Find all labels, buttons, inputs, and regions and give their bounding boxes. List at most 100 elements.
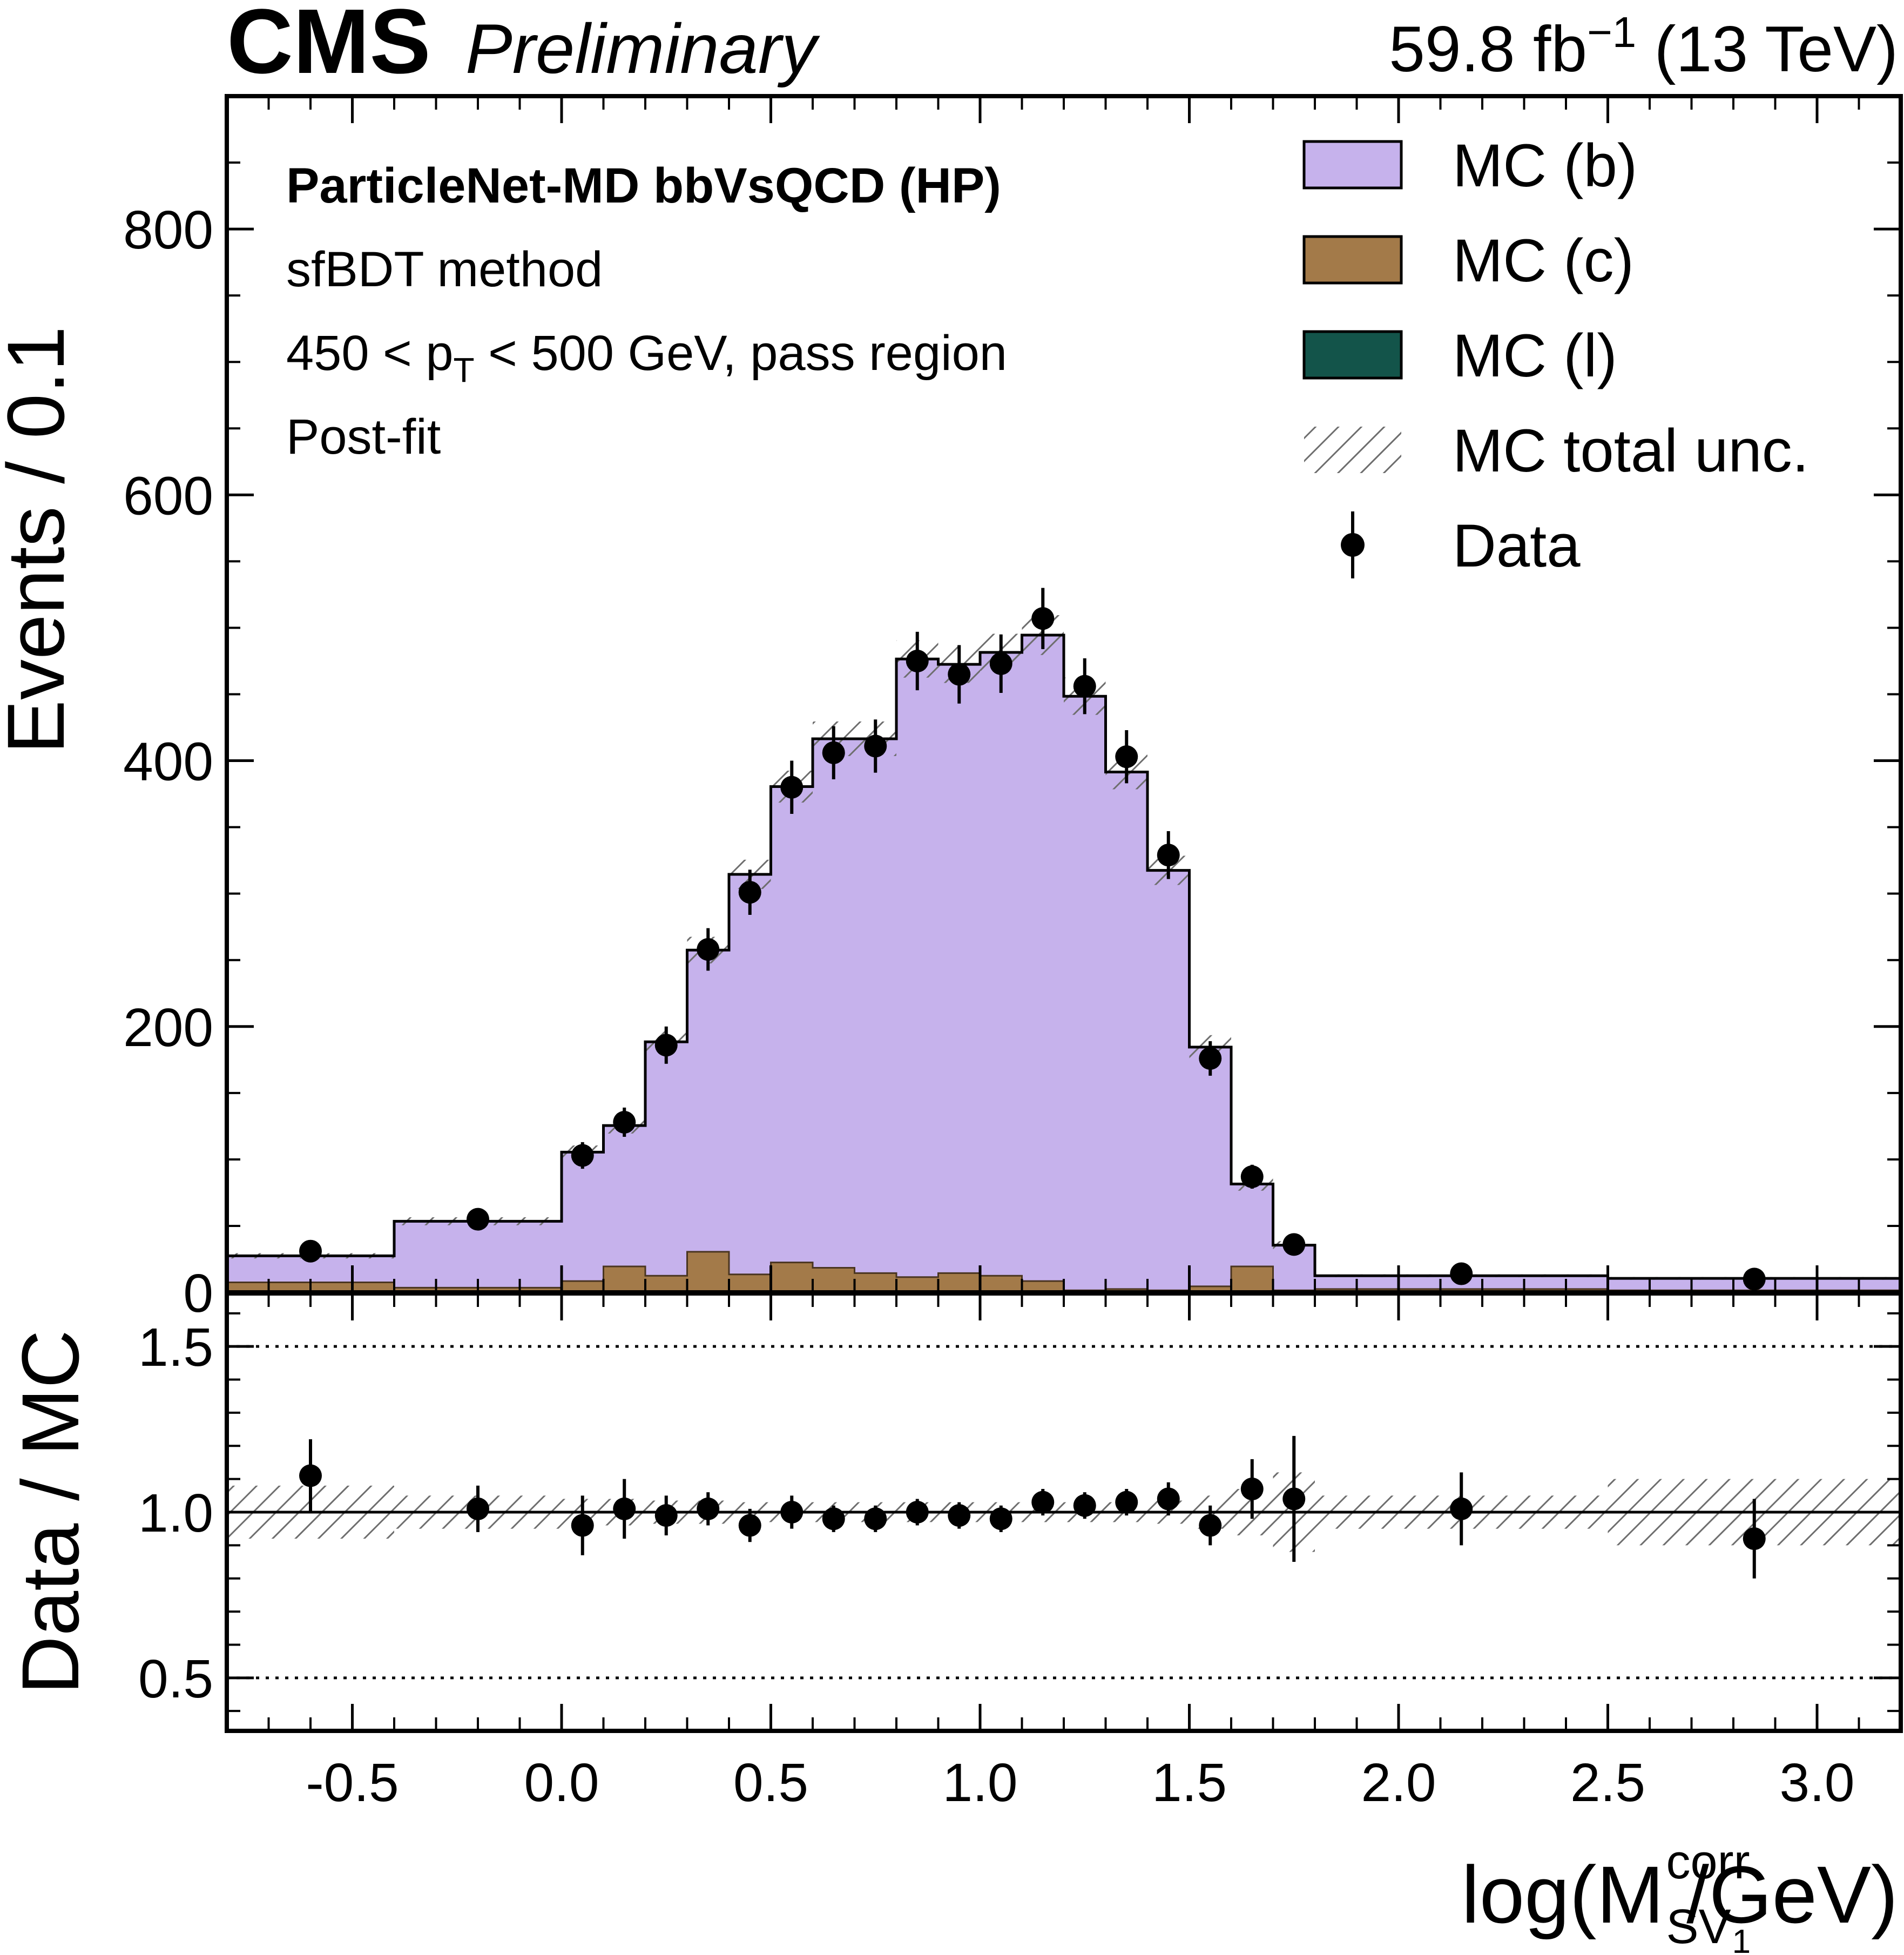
lumi-value: 59.8 fb	[1389, 13, 1587, 85]
x-tick-label: 3.0	[1779, 1752, 1854, 1813]
stack-bar	[687, 950, 729, 1252]
data-points	[299, 588, 1766, 1291]
data-point	[738, 881, 761, 904]
stack-bar	[687, 1251, 729, 1292]
stack-bar	[1147, 870, 1190, 1291]
stack-bar	[1022, 635, 1064, 1282]
anno-region-post: < 500 GeV, pass region	[475, 326, 1007, 381]
experiment-label: CMS	[227, 0, 431, 93]
y-tick-label: 400	[123, 732, 213, 792]
stack-bar	[1231, 1266, 1273, 1292]
legend-swatch	[1302, 235, 1403, 285]
legend-label: MC total unc.	[1453, 417, 1809, 484]
main-ticks: 0 200 400 600 800	[123, 95, 1902, 1324]
x-axis-label-text: log(M /GeV)	[1461, 1849, 1898, 1940]
ratio-point	[948, 1504, 971, 1527]
stack-bar	[896, 659, 939, 1277]
ratio-point	[864, 1507, 887, 1531]
stack-bar	[938, 1273, 980, 1292]
legend-label: MC (c)	[1453, 227, 1634, 294]
stack-bar	[562, 1281, 604, 1292]
data-point	[948, 663, 971, 686]
anno-region-pre: 450 < p	[286, 326, 454, 381]
ratio-panel-frame	[225, 1291, 1903, 1733]
data-point	[1115, 745, 1138, 768]
legend-marker	[1341, 533, 1365, 557]
x-tick-label: 1.0	[942, 1752, 1017, 1813]
stack-bar	[562, 1152, 604, 1282]
ratio-point	[571, 1514, 594, 1537]
x-tick-label: 0.0	[524, 1752, 599, 1813]
stack-bar	[896, 1277, 939, 1292]
stack-bar	[1064, 696, 1106, 1291]
stack-bar	[1189, 1286, 1231, 1292]
data-point	[989, 652, 1012, 675]
mc-stack	[227, 635, 1901, 1292]
data-point	[697, 938, 720, 961]
stack-bar	[1105, 772, 1147, 1289]
data-point	[1282, 1233, 1306, 1256]
ratio-points	[299, 1435, 1766, 1579]
y-tick-label: 0	[183, 1263, 213, 1324]
stack-bar	[1189, 1047, 1231, 1286]
data-point	[613, 1110, 636, 1134]
ratio-point	[1199, 1514, 1222, 1537]
ratio-point	[989, 1507, 1012, 1531]
ratio-point	[1073, 1494, 1096, 1517]
data-point	[299, 1239, 322, 1263]
stack-bar	[771, 786, 813, 1263]
data-point	[906, 649, 929, 672]
stack-bar	[603, 1266, 645, 1292]
anno-region: 450 < pT < 500 GeV, pass region	[286, 326, 1007, 389]
stack-bar	[980, 1276, 1022, 1292]
ratio-point	[906, 1501, 929, 1523]
y-tick-label: 600	[123, 466, 213, 526]
ratio-point	[654, 1504, 678, 1527]
ratio-reference-lines	[227, 1345, 1901, 1680]
data-point	[780, 776, 804, 799]
ratio-point	[1240, 1478, 1264, 1501]
ratio-point	[1157, 1487, 1180, 1511]
ratio-point	[822, 1507, 845, 1531]
y-axis-label: Events / 0.1	[0, 326, 81, 754]
ratio-point	[1031, 1491, 1055, 1514]
legend-swatch	[1302, 330, 1403, 380]
y-tick-label: 200	[123, 997, 213, 1058]
stack-bar	[854, 738, 896, 1273]
xlabel-pre: log(M	[1461, 1849, 1664, 1940]
data-point	[1743, 1268, 1766, 1291]
lumi-sup: −1	[1587, 8, 1636, 56]
stack-bar	[813, 738, 855, 1268]
stack-bar	[854, 1273, 896, 1292]
anno-tagger: ParticleNet-MD bbVsQCD (HP)	[286, 158, 1001, 213]
ratio-point	[780, 1501, 804, 1523]
stack-bar	[603, 1125, 645, 1267]
stack-bar	[645, 1042, 687, 1276]
data-point	[822, 741, 845, 764]
energy-value: (13 TeV)	[1655, 13, 1898, 85]
data-point	[654, 1034, 678, 1057]
ratio-point	[1282, 1487, 1306, 1511]
legend: MC (b) MC (c) MC (l) MC total unc. Data	[1302, 132, 1809, 579]
x-tick-label: 2.0	[1361, 1752, 1436, 1813]
ratio-point	[1115, 1491, 1138, 1514]
xlabel-sub: SV	[1666, 1900, 1731, 1954]
stack-bar	[938, 664, 980, 1273]
legend-hatch-swatch	[1304, 427, 1401, 473]
x-tick-label: 1.5	[1152, 1752, 1227, 1813]
legend-label: Data	[1453, 512, 1581, 579]
stack-bar	[1231, 1184, 1273, 1267]
x-tick-label: -0.5	[306, 1752, 399, 1813]
legend-swatch	[1302, 140, 1403, 190]
ratio-ticks: 0.5 1.0 1.5 -0.5 0.0 0.5 1.0 1.5 2.0 2.5 3.0	[138, 1293, 1902, 1813]
legend-label: MC (l)	[1453, 322, 1617, 389]
stack-bar	[980, 652, 1022, 1276]
x-axis-label: log(M /GeV) corr SV 1	[1461, 1835, 1898, 1955]
stack-bar	[729, 874, 771, 1275]
ratio-point	[613, 1497, 636, 1520]
legend-label: MC (b)	[1453, 132, 1637, 199]
x-tick-label: 2.5	[1570, 1752, 1645, 1813]
anno-method: sfBDT method	[286, 242, 603, 297]
lumi-label: 59.8 fb−1 (13 TeV)	[1389, 8, 1898, 85]
